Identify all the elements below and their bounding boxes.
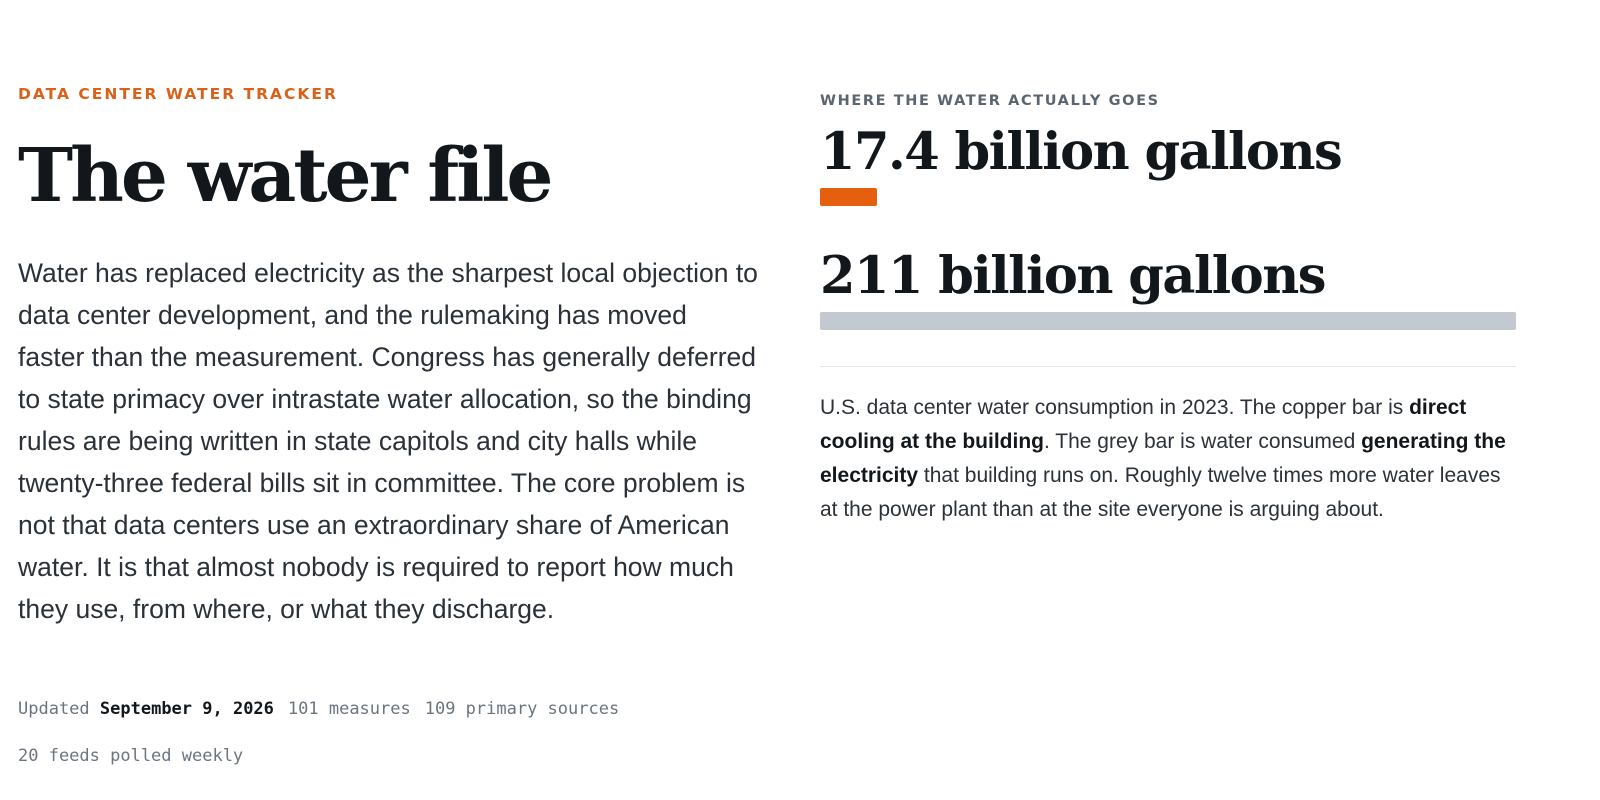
updated-label: Updated <box>18 699 90 719</box>
caption-text: . The grey bar is water consumed <box>1043 430 1362 453</box>
figure-label: WHERE THE WATER ACTUALLY GOES <box>820 93 1160 109</box>
feeds-count: 20 feeds polled weekly <box>18 746 244 766</box>
water-figure: WHERE THE WATER ACTUALLY GOES 17.4 billi… <box>820 92 1516 527</box>
page-title: The water file <box>18 133 554 219</box>
divider <box>820 366 1516 367</box>
measures-count: 101 measures <box>287 699 411 719</box>
figure-caption: U.S. data center water consumption in 20… <box>820 391 1516 527</box>
meta-info: Updated September 9, 2026 101 measures 109… <box>18 697 778 768</box>
meta-row: Updated September 9, 2026 101 measures 109… <box>18 697 778 721</box>
caption-emphasis-direct: direct cooling at the building <box>820 396 1467 453</box>
electricity-generation-bar <box>820 312 1516 330</box>
caption-emphasis-electricity: generating the electricity <box>820 430 1506 487</box>
section-kicker: DATA CENTER WATER TRACKER <box>18 85 338 103</box>
sources-count: 109 primary sources <box>424 699 620 719</box>
direct-cooling-value: 17.4 billion gallons <box>820 122 1343 182</box>
caption-text: U.S. data center water consumption in 20… <box>820 396 1410 419</box>
electricity-value: 211 billion gallons <box>820 246 1326 306</box>
caption-text: that building runs on. Roughly twelve ti… <box>820 464 1501 521</box>
updated-date: September 9, 2026 <box>99 699 274 719</box>
lede-paragraph: Water has replaced electricity as the sh… <box>18 258 758 624</box>
direct-cooling-bar <box>820 188 877 206</box>
direct-bar-track <box>820 188 1516 206</box>
electricity-bar-track <box>820 312 1516 330</box>
story-header: DATA CENTER WATER TRACKER The water file… <box>18 84 758 630</box>
